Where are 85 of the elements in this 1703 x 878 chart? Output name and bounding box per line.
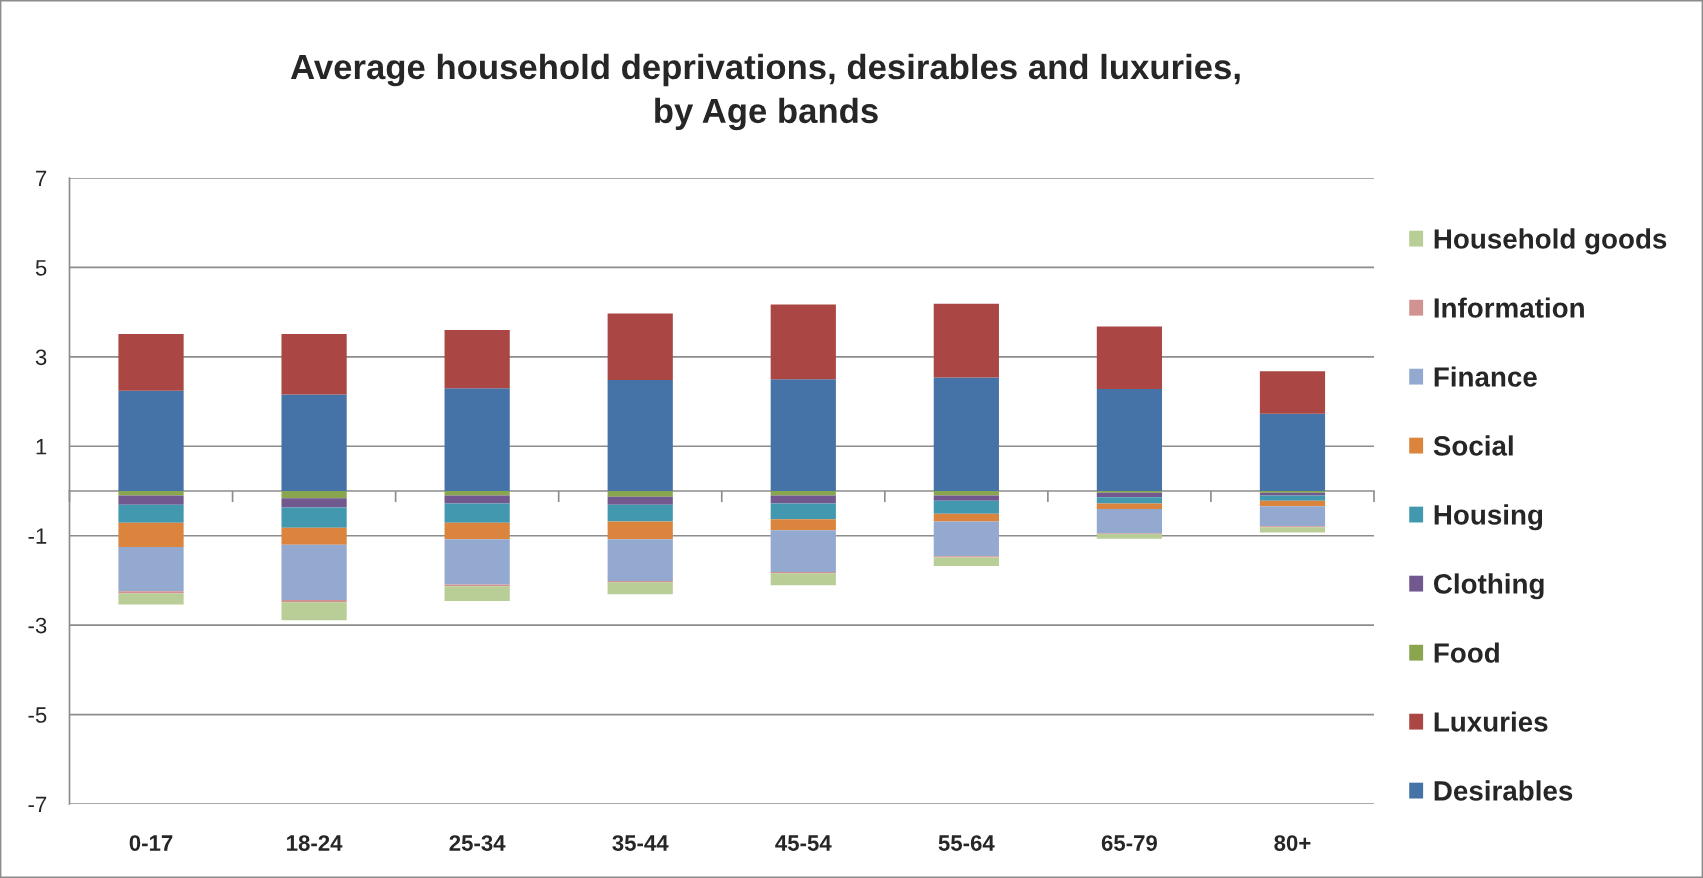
bar <box>281 334 347 395</box>
y-tick-label: -7 <box>28 796 47 813</box>
bar <box>444 330 510 389</box>
legend-label: Food <box>1434 642 1499 663</box>
bar <box>118 504 184 523</box>
bar <box>444 388 510 491</box>
chart-title: Average household deprivations, desirables and luxuries, by Age bands <box>290 53 1240 131</box>
bar <box>1096 508 1163 534</box>
bar <box>1096 326 1163 390</box>
bar <box>444 539 510 585</box>
bar <box>933 521 999 557</box>
legend-label: Social <box>1433 435 1513 456</box>
legend-label: Information <box>1434 297 1584 318</box>
x-tick-label: 80+ <box>1274 835 1311 851</box>
bar <box>607 313 673 381</box>
bar <box>607 521 673 540</box>
bar <box>607 491 673 497</box>
bar <box>770 495 836 504</box>
y-tick-label: 1 <box>36 439 47 455</box>
x-tick-label: 35-44 <box>612 835 669 851</box>
bar <box>1259 527 1326 533</box>
x-tick-label: 0-17 <box>129 835 173 851</box>
bar <box>281 507 347 528</box>
bar <box>281 544 347 601</box>
bar <box>118 546 184 592</box>
bar <box>1096 503 1163 509</box>
bar <box>1259 506 1326 527</box>
x-tick-label: 55-64 <box>938 835 995 851</box>
bar <box>444 503 510 523</box>
bar <box>607 380 673 491</box>
bar <box>1096 533 1163 539</box>
bar <box>1259 371 1326 414</box>
bar <box>770 503 836 520</box>
bar <box>118 334 184 391</box>
bar <box>444 586 510 601</box>
bar <box>281 491 347 499</box>
bar <box>444 522 510 540</box>
bar <box>1259 413 1326 491</box>
bar <box>933 513 999 522</box>
bar <box>281 527 347 545</box>
bar <box>933 557 999 567</box>
legend-label: Clothing <box>1433 573 1544 600</box>
y-tick-label: 5 <box>35 260 47 276</box>
x-tick-label: 18-24 <box>287 835 343 851</box>
bar <box>933 500 999 514</box>
bar <box>770 573 836 586</box>
x-tick-label: 65-79 <box>1101 835 1157 851</box>
bar <box>933 377 999 491</box>
bar <box>1259 500 1326 507</box>
bar <box>770 304 836 380</box>
bar <box>281 602 347 621</box>
x-tick-label: 25-34 <box>449 835 506 851</box>
legend-label: Desirables <box>1434 780 1573 801</box>
bar <box>118 522 184 547</box>
bar <box>1096 497 1163 504</box>
bar <box>118 591 184 594</box>
bar <box>1259 495 1326 501</box>
y-tick-label: -5 <box>28 707 47 723</box>
bar <box>770 530 836 572</box>
y-tick-label: -3 <box>28 617 47 634</box>
legend-label: Finance <box>1434 366 1537 387</box>
legend-label: Luxuries <box>1434 711 1548 732</box>
bar <box>607 539 673 581</box>
bar <box>118 491 184 496</box>
y-tick-label: 7 <box>36 170 47 187</box>
bar <box>281 498 347 508</box>
bar <box>281 394 347 491</box>
bar <box>281 600 347 603</box>
bar <box>933 303 999 378</box>
bar <box>770 379 836 491</box>
x-tick-label: 45-54 <box>775 835 832 851</box>
bar <box>118 390 184 491</box>
bar <box>933 495 999 501</box>
bar <box>770 519 836 531</box>
bar <box>118 495 184 505</box>
legend-label: Housing <box>1434 504 1543 531</box>
bar <box>444 495 510 504</box>
bar <box>607 504 673 522</box>
bar <box>118 593 184 605</box>
bar <box>607 582 673 595</box>
y-tick-label: -1 <box>28 528 47 544</box>
bar <box>1096 389 1163 491</box>
legend-label: Household goods <box>1434 228 1667 255</box>
bar <box>607 496 673 505</box>
y-tick-label: 3 <box>35 349 47 366</box>
